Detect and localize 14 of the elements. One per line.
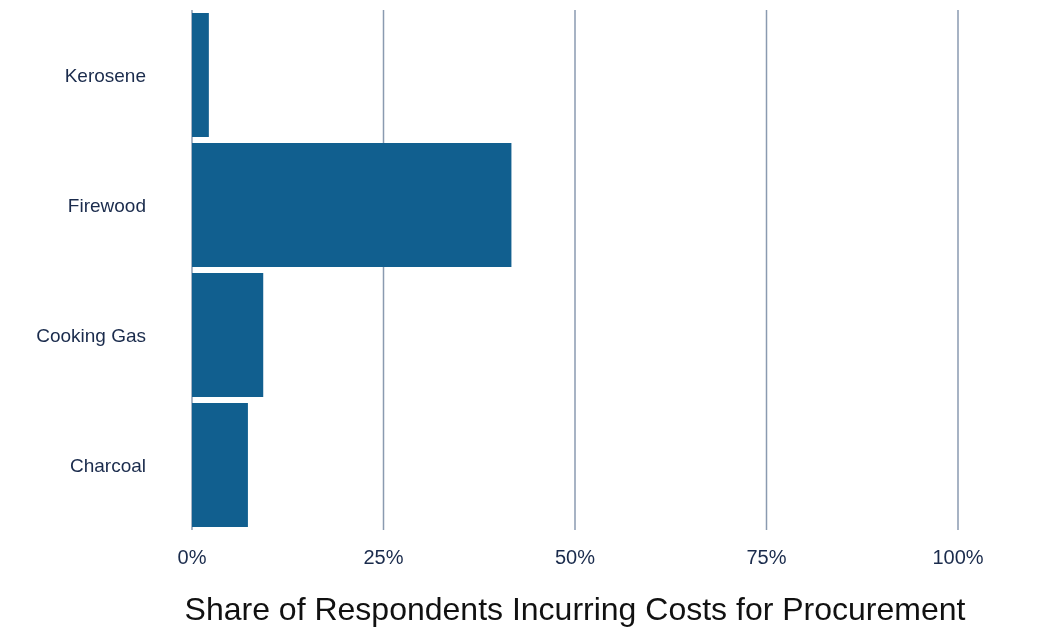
- bar: [192, 403, 248, 527]
- x-tick-label: 100%: [932, 546, 984, 569]
- x-tick-label: 25%: [363, 546, 404, 569]
- bar: [192, 143, 512, 267]
- y-tick-label: Charcoal: [69, 454, 146, 476]
- x-tick-label: 50%: [554, 546, 596, 569]
- bar: [192, 273, 264, 397]
- bar: [192, 13, 209, 137]
- x-axis-title: Share of Respondents Incurring Costs for Procurement: [184, 591, 966, 627]
- y-tick-label: Cooking Gas: [36, 324, 146, 346]
- x-tick-label: 75%: [746, 546, 787, 569]
- y-tick-label: Kerosene: [64, 64, 146, 86]
- y-tick-label: Firewood: [67, 194, 146, 216]
- x-tick-label: 0%: [177, 546, 207, 569]
